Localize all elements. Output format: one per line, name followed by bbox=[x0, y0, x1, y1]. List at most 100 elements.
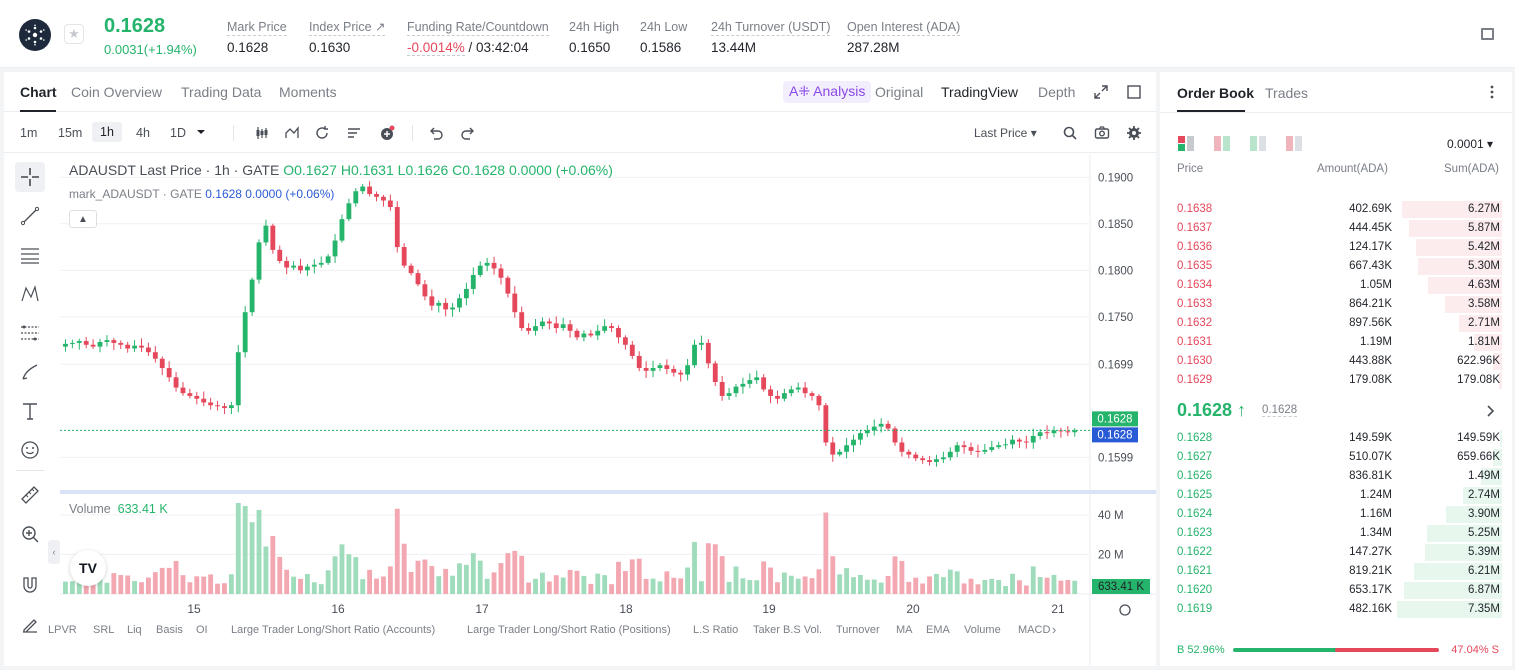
tab-chart[interactable]: Chart bbox=[20, 84, 57, 100]
lock-drawing-tool-icon[interactable] bbox=[15, 609, 45, 639]
collapse-legend-button[interactable]: ▲ bbox=[69, 210, 97, 228]
indicator-9[interactable]: Turnover bbox=[836, 624, 880, 636]
indicator-6[interactable]: Large Trader Long/Short Ratio (Positions… bbox=[467, 624, 671, 636]
stat-index-price[interactable]: Index Price ↗ 0.1630 bbox=[309, 20, 386, 55]
indicator-2[interactable]: Liq bbox=[127, 624, 142, 636]
axis-settings-icon[interactable] bbox=[1119, 604, 1131, 616]
indicators-icon[interactable] bbox=[284, 125, 300, 141]
tab-moments[interactable]: Moments bbox=[279, 84, 337, 100]
tab-original[interactable]: Original bbox=[875, 84, 924, 100]
candle bbox=[540, 321, 545, 327]
tab-tradingview[interactable]: TradingView bbox=[941, 84, 1019, 100]
compare-icon[interactable] bbox=[314, 125, 330, 141]
bid-row[interactable]: 0.1619 482.16K 7.35M bbox=[1160, 600, 1512, 619]
undo-icon[interactable] bbox=[428, 125, 444, 141]
price-chart[interactable]: 0.1900 0.1850 0.1800 0.1750 0.1699 0.1599 40 M… bbox=[60, 154, 1156, 666]
bid-row[interactable]: 0.1622 147.27K 5.39M bbox=[1160, 543, 1512, 562]
indicator-12[interactable]: Volume bbox=[964, 624, 1001, 636]
candle bbox=[401, 247, 407, 266]
redo-icon[interactable] bbox=[460, 125, 476, 141]
indicator-5[interactable]: Large Trader Long/Short Ratio (Accounts) bbox=[231, 624, 436, 636]
templates-icon[interactable] bbox=[346, 125, 362, 141]
view-both-icon[interactable] bbox=[1178, 136, 1194, 151]
ask-row[interactable]: 0.1629 179.08K 179.08K bbox=[1160, 371, 1512, 390]
indicator-0[interactable]: LPVR bbox=[48, 624, 77, 636]
indicator-7[interactable]: L.S Ratio bbox=[693, 624, 739, 636]
add-alert-icon[interactable] bbox=[379, 125, 395, 141]
indicator-1[interactable]: SRL bbox=[93, 624, 115, 636]
indicator-10[interactable]: MA bbox=[896, 624, 913, 636]
ask-row[interactable]: 0.1630 443.88K 622.96K bbox=[1160, 352, 1512, 371]
interval-4h[interactable]: 4h bbox=[136, 126, 150, 140]
chevron-down-icon[interactable] bbox=[196, 127, 206, 137]
interval-1m[interactable]: 1m bbox=[20, 126, 38, 140]
ask-row[interactable]: 0.1635 667.43K 5.30M bbox=[1160, 257, 1512, 276]
chevron-right-icon[interactable]: › bbox=[1052, 622, 1057, 637]
tab-order-book[interactable]: Order Book bbox=[1177, 85, 1255, 101]
tab-trades[interactable]: Trades bbox=[1265, 85, 1309, 101]
ruler-tool-icon[interactable] bbox=[15, 480, 45, 510]
precision-select[interactable]: 0.0001 ▾ bbox=[1447, 137, 1494, 151]
bid-row[interactable]: 0.1625 1.24M 2.74M bbox=[1160, 486, 1512, 505]
guide-book-icon[interactable] bbox=[1481, 28, 1494, 40]
ask-row[interactable]: 0.1638 402.69K 6.27M bbox=[1160, 200, 1512, 219]
parallel-lines-tool-icon[interactable] bbox=[15, 240, 45, 270]
trend-line-tool-icon[interactable] bbox=[15, 201, 45, 231]
drawing-toolbar bbox=[4, 154, 56, 666]
view-asks-icon[interactable] bbox=[1286, 136, 1302, 151]
text-tool-icon[interactable] bbox=[15, 396, 45, 426]
favorite-star-icon[interactable]: ★ bbox=[64, 24, 84, 44]
ask-row[interactable]: 0.1631 1.19M 1.81M bbox=[1160, 333, 1512, 352]
ask-row[interactable]: 0.1633 864.21K 3.58M bbox=[1160, 295, 1512, 314]
bid-row[interactable]: 0.1628 149.59K 149.59K bbox=[1160, 429, 1512, 448]
ask-row[interactable]: 0.1637 444.45K 5.87M bbox=[1160, 219, 1512, 238]
tab-depth[interactable]: Depth bbox=[1038, 84, 1076, 100]
more-options-icon[interactable] bbox=[1490, 85, 1494, 99]
zoom-in-tool-icon[interactable] bbox=[15, 519, 45, 549]
tab-trading-data[interactable]: Trading Data bbox=[181, 84, 262, 100]
gear-icon[interactable] bbox=[1126, 125, 1142, 141]
bid-row[interactable]: 0.1627 510.07K 659.66K bbox=[1160, 448, 1512, 467]
pane-divider[interactable] bbox=[60, 490, 1156, 494]
indicator-13[interactable]: MACD bbox=[1018, 624, 1051, 636]
window-icon[interactable] bbox=[1127, 85, 1141, 99]
indicator-3[interactable]: Basis bbox=[156, 624, 183, 636]
toolbar-collapse-icon[interactable]: ‹ bbox=[48, 540, 60, 564]
tab-coin-overview[interactable]: Coin Overview bbox=[71, 84, 163, 100]
ask-row[interactable]: 0.1636 124.17K 5.42M bbox=[1160, 238, 1512, 257]
ask-row[interactable]: 0.1634 1.05M 4.63M bbox=[1160, 276, 1512, 295]
fib-tool-icon[interactable] bbox=[15, 318, 45, 348]
indicator-4[interactable]: OI bbox=[196, 624, 208, 636]
crosshair-tool-icon[interactable] bbox=[15, 162, 45, 192]
interval-15m[interactable]: 15m bbox=[58, 126, 83, 140]
candle bbox=[526, 328, 532, 331]
brush-tool-icon[interactable] bbox=[15, 357, 45, 387]
pattern-tool-icon[interactable] bbox=[15, 279, 45, 309]
volume-bar bbox=[118, 575, 124, 594]
ask-row[interactable]: 0.1632 897.56K 2.71M bbox=[1160, 314, 1512, 333]
indicator-8[interactable]: Taker B.S Vol. bbox=[753, 624, 823, 636]
chevron-right-icon[interactable] bbox=[1487, 405, 1495, 417]
search-icon[interactable] bbox=[1062, 125, 1078, 141]
view-split-icon[interactable] bbox=[1214, 136, 1230, 151]
bid-row[interactable]: 0.1623 1.34M 5.25M bbox=[1160, 524, 1512, 543]
camera-icon[interactable] bbox=[1094, 125, 1110, 141]
candle bbox=[201, 398, 207, 403]
bid-row[interactable]: 0.1621 819.21K 6.21M bbox=[1160, 562, 1512, 581]
tab-ai-analysis[interactable]: A⁜ Analysis bbox=[783, 81, 872, 103]
indicator-11[interactable]: EMA bbox=[926, 624, 950, 636]
expand-icon[interactable] bbox=[1094, 85, 1108, 99]
price-type-select[interactable]: Last Price ▾ bbox=[974, 126, 1037, 140]
divider bbox=[16, 470, 44, 471]
bid-sum: 2.74M bbox=[1468, 489, 1500, 501]
candle-type-icon[interactable] bbox=[254, 125, 270, 141]
bid-row[interactable]: 0.1626 836.81K 1.49M bbox=[1160, 467, 1512, 486]
emoji-tool-icon[interactable] bbox=[15, 435, 45, 465]
candle bbox=[664, 365, 670, 369]
bid-row[interactable]: 0.1624 1.16M 3.90M bbox=[1160, 505, 1512, 524]
view-bids-icon[interactable] bbox=[1250, 136, 1266, 151]
magnet-tool-icon[interactable] bbox=[15, 570, 45, 600]
interval-1h[interactable]: 1h bbox=[92, 122, 122, 142]
interval-1d[interactable]: 1D bbox=[170, 126, 186, 140]
bid-row[interactable]: 0.1620 653.17K 6.87M bbox=[1160, 581, 1512, 600]
